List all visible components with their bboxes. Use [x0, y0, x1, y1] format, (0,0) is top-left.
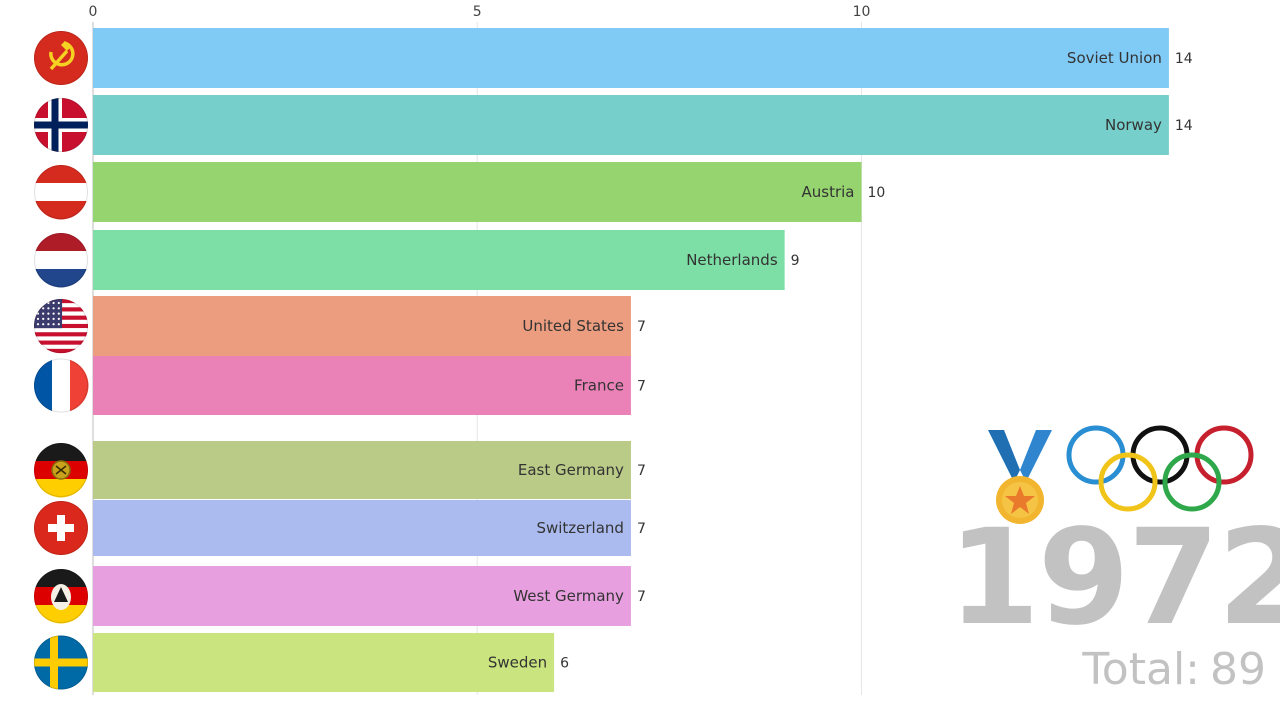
bar-group-norway: Norway 14: [93, 95, 1193, 155]
bar-label: United States: [522, 317, 624, 335]
bar-group-sweden: Sweden 6: [93, 633, 569, 692]
bar-label: Soviet Union: [1067, 49, 1162, 67]
west-germany-flag-icon: [34, 569, 88, 624]
bar-group-west-germany: West Germany 7: [93, 566, 646, 626]
bar-label: Austria: [802, 183, 855, 201]
x-tick-label: 10: [853, 4, 871, 20]
bar-group-east-germany: East Germany 7: [93, 441, 646, 499]
switzerland-flag-icon: [34, 501, 88, 555]
total-prefix: Total:: [1082, 644, 1200, 695]
bar-label: France: [574, 377, 624, 395]
olympic-rings-icon: [1066, 425, 1254, 512]
bar-label: East Germany: [518, 461, 624, 479]
bar-group-soviet-union: Soviet Union 14: [93, 28, 1193, 88]
bar-label: West Germany: [513, 587, 624, 605]
value-label: 7: [637, 589, 646, 605]
value-label: 6: [560, 656, 569, 672]
value-label: 14: [1175, 51, 1193, 67]
east-germany-flag-icon: [34, 443, 88, 498]
bar-label: Sweden: [488, 654, 547, 672]
medal-icon: [988, 430, 1052, 524]
soviet-union-flag-icon: [34, 31, 88, 85]
bar-label: Switzerland: [536, 519, 624, 537]
bar-group-austria: Austria 10: [93, 162, 885, 222]
bar-group-france: France 7: [93, 356, 646, 415]
bar-netherlands: [93, 230, 785, 290]
value-label: 7: [637, 521, 646, 537]
bar-label: Norway: [1105, 116, 1162, 134]
bar-austria: [93, 162, 862, 222]
bar-sweden: [93, 633, 555, 692]
total-value: 89: [1210, 644, 1266, 695]
value-label: 7: [637, 379, 646, 395]
netherlands-flag-icon: [34, 233, 88, 288]
bar-west-germany: [93, 566, 631, 626]
bar-france: [93, 356, 631, 415]
value-label: 7: [637, 319, 646, 335]
norway-flag-icon: [34, 98, 88, 152]
bar-soviet-union: [93, 28, 1169, 88]
total-label: Total: 89: [1000, 648, 1266, 692]
sweden-flag-icon: [34, 635, 88, 690]
bar-group-netherlands: Netherlands 9: [93, 230, 800, 290]
x-tick-label: 0: [89, 4, 98, 20]
bar-united-states: [93, 296, 631, 356]
bar-group-switzerland: Switzerland 7: [93, 500, 646, 556]
bar-group-united-states: United States 7: [93, 296, 646, 356]
value-label: 10: [868, 185, 886, 201]
france-flag-icon: [34, 358, 89, 413]
austria-flag-icon: [34, 165, 88, 220]
united-states-flag-icon: [34, 299, 88, 354]
bar-switzerland: [93, 500, 631, 556]
year-label: 1972: [948, 501, 1280, 655]
bar-norway: [93, 95, 1169, 155]
bar-label: Netherlands: [686, 251, 778, 269]
value-label: 7: [637, 463, 646, 479]
bar-east-germany: [93, 441, 631, 499]
value-label: 14: [1175, 118, 1193, 134]
value-label: 9: [791, 253, 800, 269]
x-tick-label: 5: [473, 4, 482, 20]
